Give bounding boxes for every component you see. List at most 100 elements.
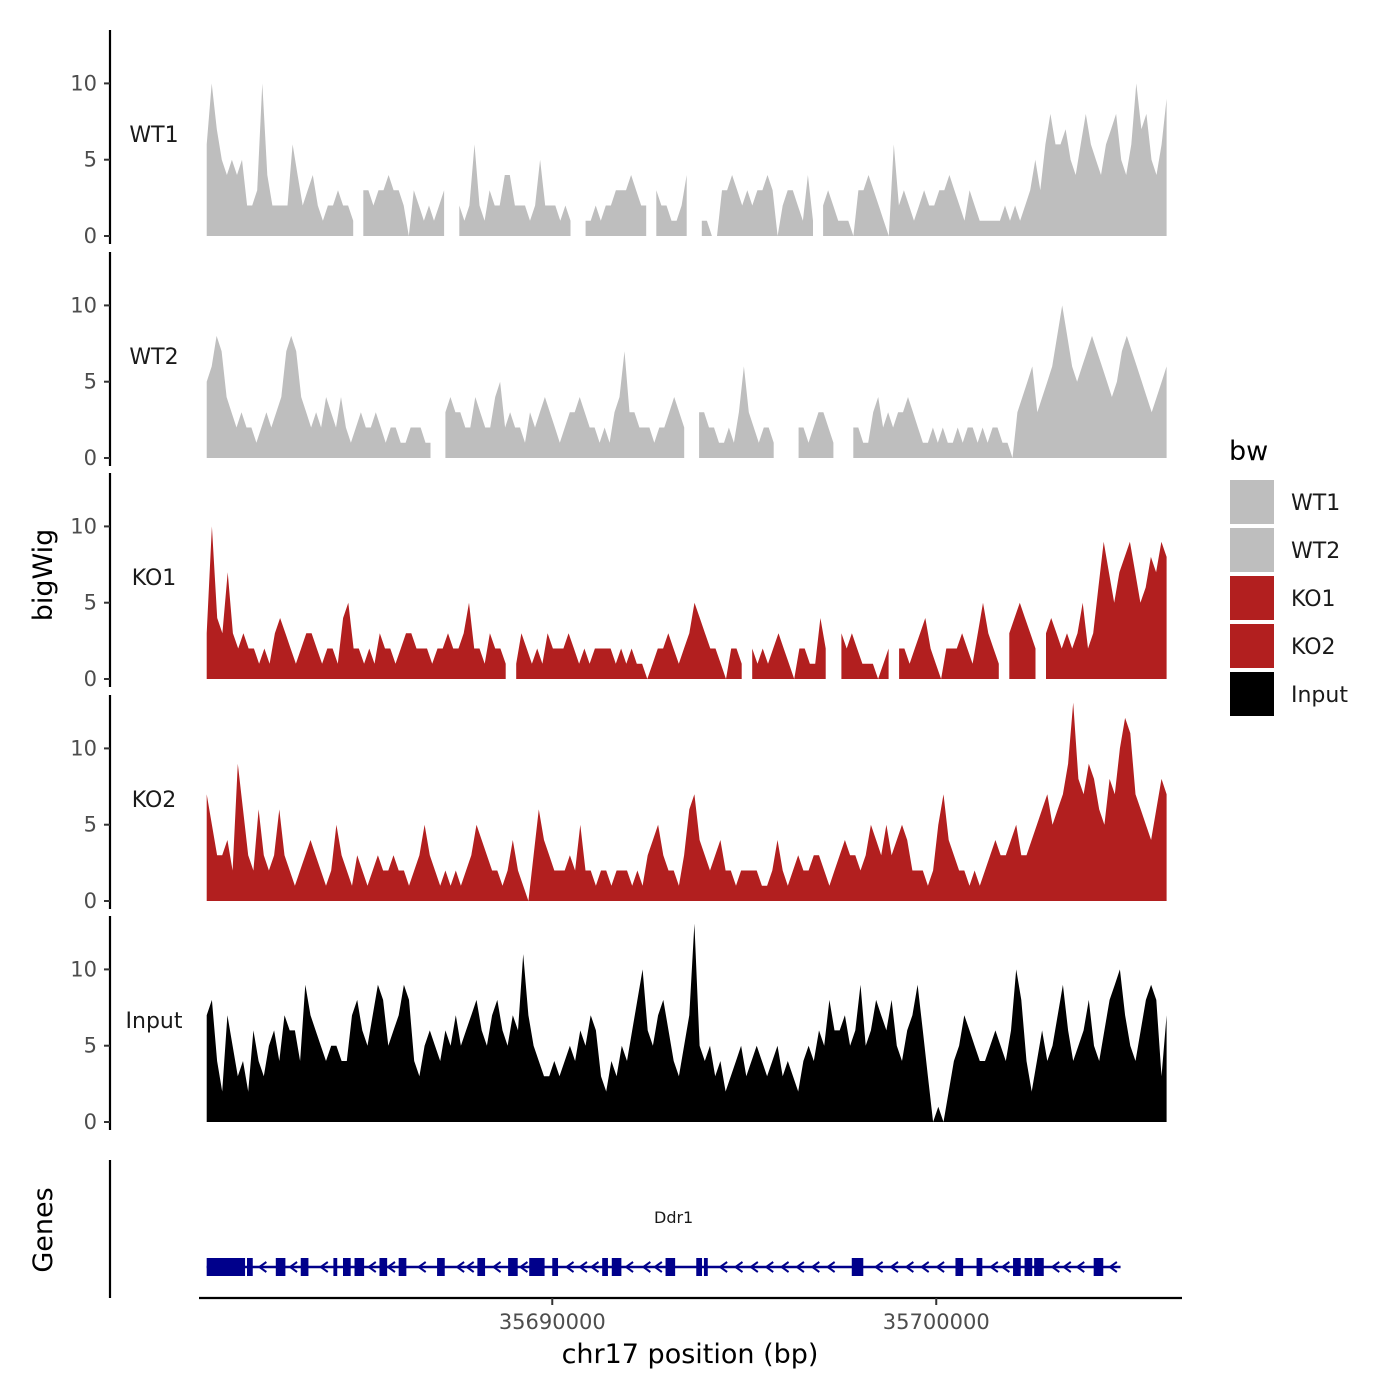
gene-exon xyxy=(246,1258,253,1276)
strand-arrow xyxy=(1062,1261,1072,1273)
gene-exon xyxy=(1093,1258,1104,1276)
gene-exon xyxy=(206,1258,246,1276)
y-tick-label: 5 xyxy=(84,370,97,394)
gene-exon xyxy=(665,1258,676,1276)
y-tick-label: 10 xyxy=(70,514,97,538)
gene-exon xyxy=(379,1258,388,1276)
strand-arrow xyxy=(904,1261,914,1273)
strand-arrow xyxy=(989,1261,999,1273)
coverage-area-wt2 xyxy=(798,412,834,458)
legend-title: bw xyxy=(1229,436,1268,467)
track-label: Input xyxy=(126,1009,183,1034)
gene-name-label: Ddr1 xyxy=(654,1208,693,1227)
coverage-area-wt1 xyxy=(701,175,813,236)
track-ko1: 0 5 10 KO1 xyxy=(70,473,1167,691)
strand-arrow xyxy=(288,1261,298,1273)
gene-exon xyxy=(300,1258,309,1276)
strand-arrow xyxy=(889,1261,899,1273)
legend-label: KO2 xyxy=(1291,635,1336,660)
x-axis-title: chr17 position (bp) xyxy=(562,1339,819,1370)
y-tick-label: 5 xyxy=(84,591,97,615)
legend-key-wt2 xyxy=(1230,528,1274,572)
coverage-area-ko1 xyxy=(516,602,742,679)
coverage-area-input xyxy=(206,923,1167,1122)
strand-arrow xyxy=(1000,1261,1010,1273)
strand-arrow xyxy=(779,1261,790,1273)
gene-exon xyxy=(1024,1258,1033,1276)
track-ko2: 0 5 10 KO2 xyxy=(70,695,1167,913)
track-label: KO1 xyxy=(132,566,177,591)
y-tick-label: 0 xyxy=(84,667,97,691)
coverage-area-wt2 xyxy=(853,305,1167,458)
y-tick-label: 0 xyxy=(84,224,97,248)
gene-exon xyxy=(955,1258,964,1276)
gene-exon xyxy=(437,1258,445,1276)
gene-exon xyxy=(552,1258,559,1276)
legend-key-ko1 xyxy=(1230,576,1274,620)
legend-key-input xyxy=(1230,672,1274,716)
strand-arrow xyxy=(653,1261,663,1273)
strand-arrow xyxy=(1075,1261,1085,1273)
strand-arrow xyxy=(795,1261,805,1273)
strand-arrow xyxy=(367,1261,377,1273)
gene-exon xyxy=(275,1258,286,1276)
strand-arrow xyxy=(873,1261,884,1273)
gene-exon xyxy=(398,1258,407,1276)
track-wt1: 0 5 10 WT1 xyxy=(70,30,1167,248)
strand-arrow xyxy=(624,1261,634,1273)
coverage-area-ko1 xyxy=(206,526,506,679)
coverage-area-ko1 xyxy=(1009,602,1036,679)
strand-arrow xyxy=(464,1261,475,1273)
track-wt2: 0 5 10 WT2 xyxy=(70,252,1167,470)
track-input: 0 5 10 Input xyxy=(70,916,1167,1134)
strand-arrow xyxy=(825,1261,836,1273)
gene-exon xyxy=(611,1258,622,1276)
coverage-area-ko1 xyxy=(841,633,889,679)
strand-arrow xyxy=(718,1261,728,1273)
gene-exon xyxy=(696,1258,703,1276)
strand-arrow xyxy=(491,1261,502,1273)
strand-arrow xyxy=(455,1261,465,1273)
gene-exon xyxy=(529,1258,545,1276)
gene-exon xyxy=(508,1258,518,1276)
y-tick-label: 10 xyxy=(70,71,97,95)
strand-arrow xyxy=(1108,1261,1118,1273)
strand-arrow xyxy=(518,1261,529,1273)
gene-exon xyxy=(602,1258,608,1276)
strand-arrow xyxy=(564,1261,575,1273)
gene-exon xyxy=(703,1258,708,1276)
legend-label: Input xyxy=(1291,683,1348,708)
strand-arrow xyxy=(1050,1261,1060,1273)
coverage-area-wt1 xyxy=(206,83,354,237)
strand-arrow xyxy=(810,1261,820,1273)
legend-key-ko2 xyxy=(1230,624,1274,668)
coverage-area-wt1 xyxy=(459,144,571,236)
genes-axis-title: Genes xyxy=(28,1187,59,1272)
y-tick-label: 0 xyxy=(84,446,97,470)
gene-exon xyxy=(976,1258,983,1276)
strand-arrow xyxy=(386,1261,396,1273)
strand-arrow xyxy=(257,1261,267,1273)
strand-arrow xyxy=(641,1261,651,1273)
gene-exon xyxy=(333,1258,338,1276)
y-tick-label: 5 xyxy=(84,1034,97,1058)
legend-label: KO1 xyxy=(1291,587,1336,612)
y-tick-label: 10 xyxy=(70,736,97,760)
legend-label: WT2 xyxy=(1291,539,1340,564)
strand-arrow xyxy=(578,1261,588,1273)
y-tick-label: 5 xyxy=(84,148,97,172)
legend: bw WT1 WT2 KO1 KO2 Input xyxy=(1229,436,1348,716)
gene-exon xyxy=(1013,1258,1021,1276)
y-tick-label: 0 xyxy=(84,889,97,913)
strand-arrow xyxy=(733,1261,744,1273)
legend-label: WT1 xyxy=(1291,491,1340,516)
bigwig-tracks: 0 5 10 WT1 0 5 10 WT2 0 5 10 KO1 0 5 10 KO2 0 5 10 Input xyxy=(70,30,1167,1134)
coverage-area-wt1 xyxy=(585,175,647,236)
y-axis-title: bigWig xyxy=(28,529,59,622)
strand-arrow xyxy=(589,1261,600,1273)
gene-exon xyxy=(477,1258,486,1276)
x-tick-label: 35700000 xyxy=(883,1310,990,1334)
strand-arrow xyxy=(935,1261,945,1273)
y-tick-label: 10 xyxy=(70,293,97,317)
x-axis: chr17 position (bp) 35690000 35700000 xyxy=(199,1296,1182,1370)
